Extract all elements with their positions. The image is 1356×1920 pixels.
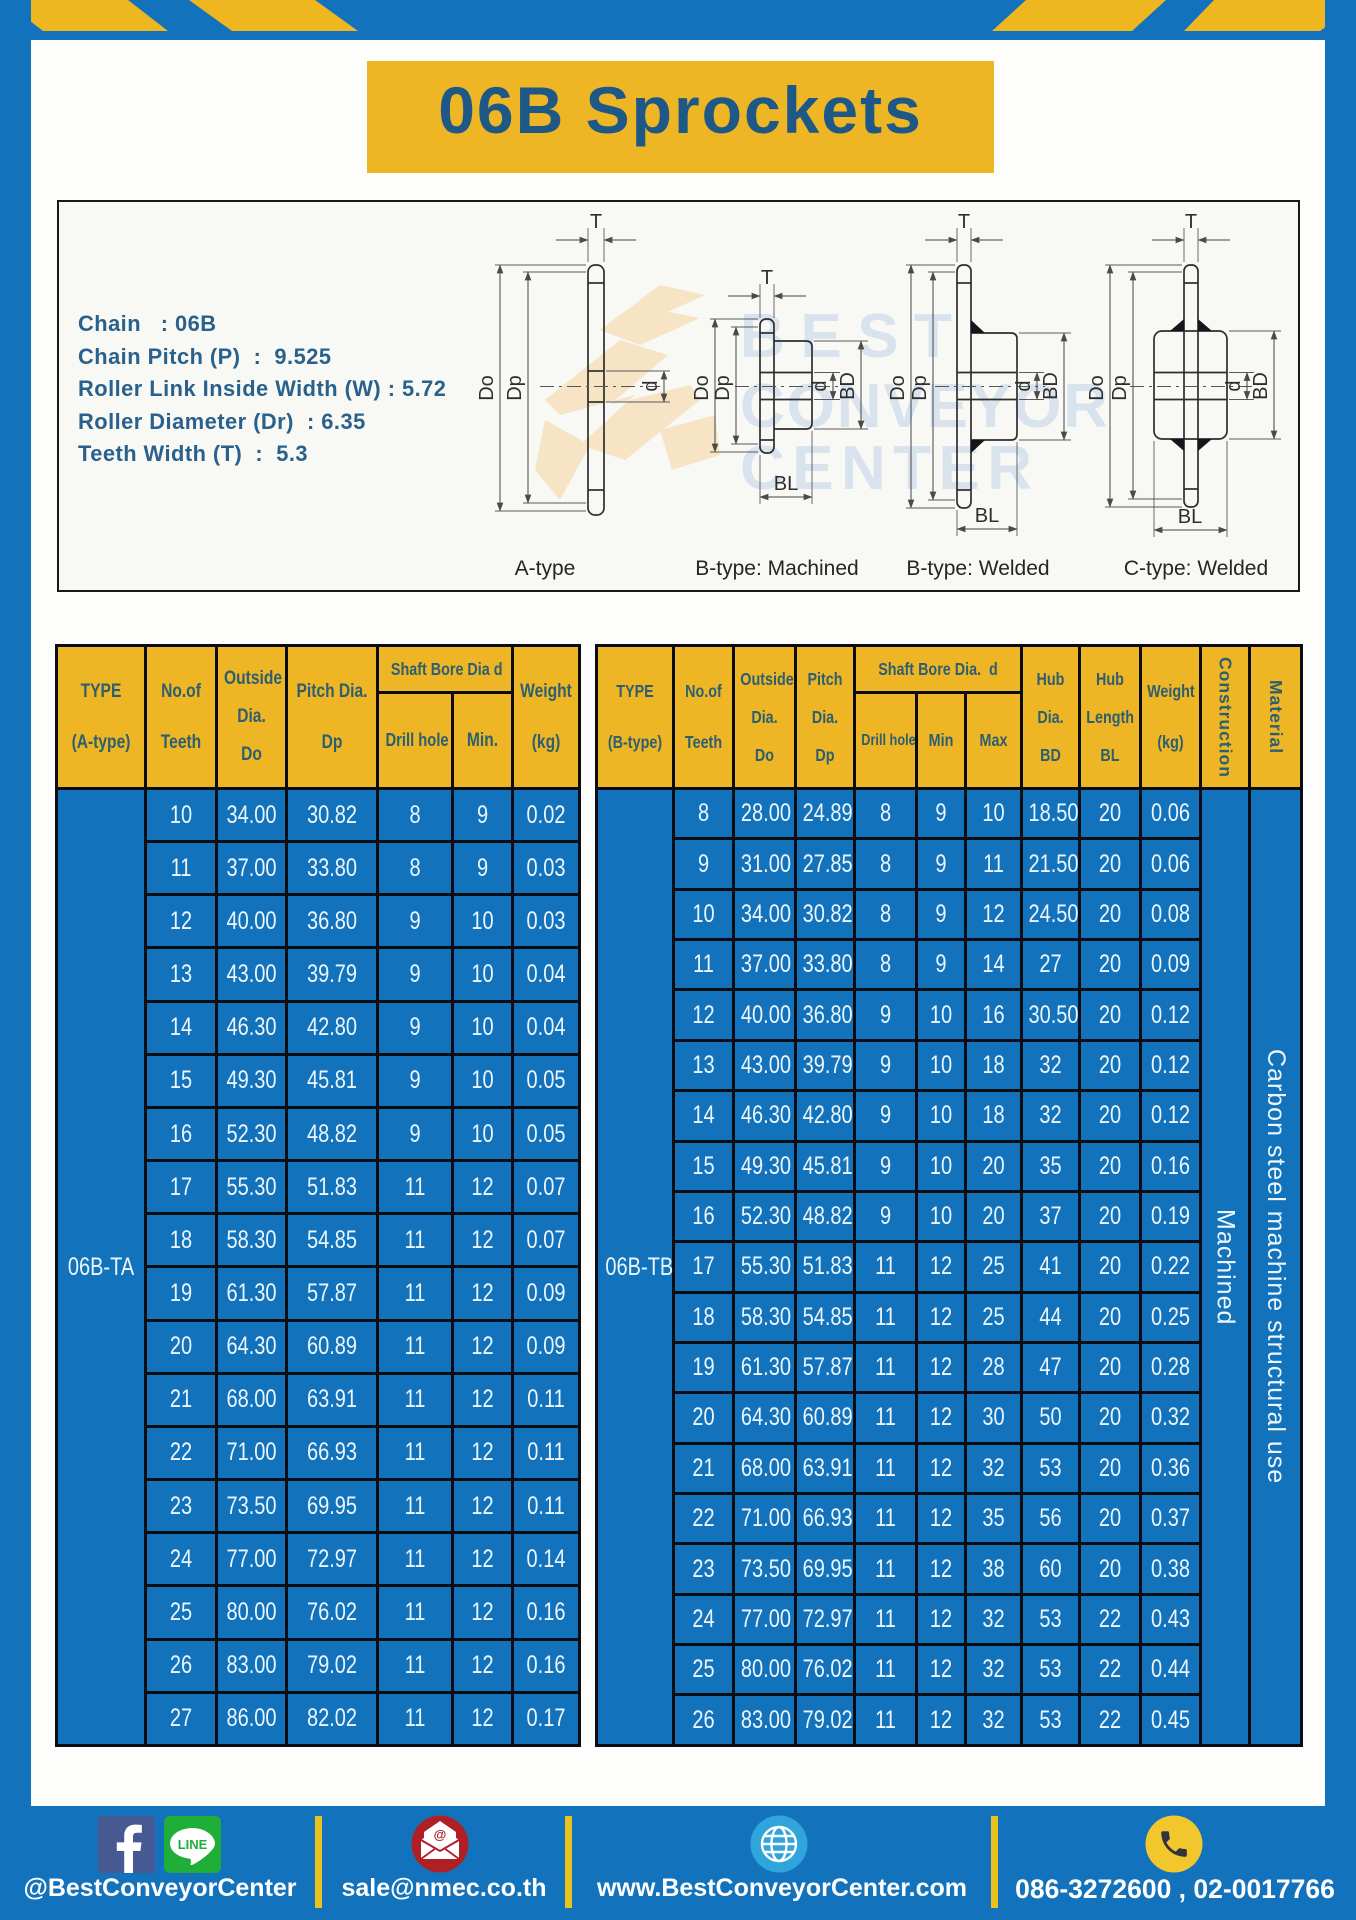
svg-text:BEST: BEST (740, 302, 952, 371)
svg-text:BL: BL (1178, 506, 1202, 528)
svg-text:d: d (809, 380, 831, 391)
svg-text:B-type: Machined: B-type: Machined (695, 557, 858, 580)
svg-text:BL: BL (774, 473, 798, 495)
svg-text:BD: BD (837, 372, 859, 400)
svg-text:Dp: Dp (909, 375, 931, 401)
svg-text:@: @ (434, 1827, 447, 1842)
svg-text:BL: BL (975, 505, 999, 527)
svg-text:Dp: Dp (712, 375, 734, 401)
svg-text:Do: Do (1086, 375, 1108, 401)
svg-text:Do: Do (887, 375, 909, 401)
svg-text:T: T (1185, 211, 1197, 233)
svg-text:A-type: A-type (515, 557, 576, 580)
svg-text:C-type: Welded: C-type: Welded (1124, 557, 1268, 580)
svg-text:d: d (1223, 380, 1245, 391)
svg-text:d: d (1013, 380, 1035, 391)
svg-text:B-type: Welded: B-type: Welded (906, 557, 1049, 580)
svg-text:BD: BD (1040, 372, 1062, 400)
svg-text:Dp: Dp (1109, 375, 1131, 401)
svg-text:Do: Do (691, 375, 713, 401)
svg-text:d: d (640, 380, 662, 391)
svg-text:LINE: LINE (178, 1837, 208, 1852)
svg-text:Do: Do (476, 375, 498, 401)
svg-text:BD: BD (1250, 372, 1272, 400)
svg-text:Dp: Dp (504, 375, 526, 401)
svg-text:T: T (761, 267, 773, 289)
svg-text:T: T (958, 211, 970, 233)
svg-text:T: T (590, 211, 602, 233)
